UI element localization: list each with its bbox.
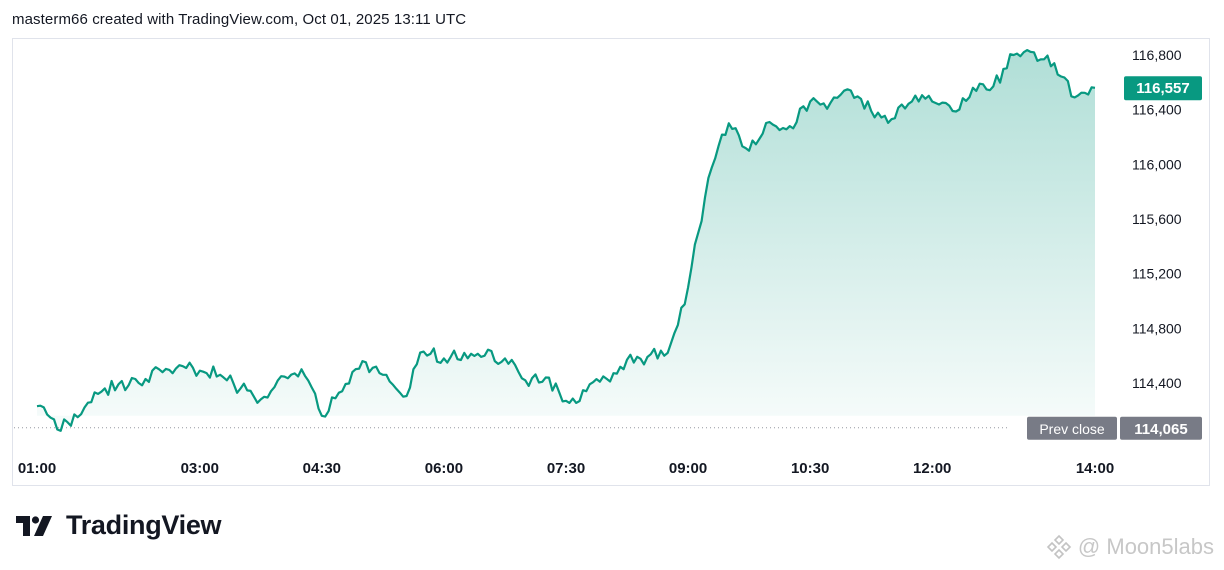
price-axis: 114,400 114,800 115,200 115,600 116,000 116,4… [1132,47,1182,391]
brand-name: TradingView [66,510,222,540]
y-tick-label: 115,200 [1132,266,1182,282]
y-tick-label: 116,000 [1132,156,1182,172]
x-tick-label: 14:00 [1076,460,1114,477]
last-price-badge [1124,76,1202,101]
chart-attribution-header: masterm66 created with TradingView.com, … [12,11,467,28]
x-tick-label: 09:00 [669,460,707,477]
chart-frame [12,38,1210,486]
prev-close-tag [1027,416,1117,440]
prev-close-value-badge [1120,416,1202,440]
last-price-label: 116,557 [1136,80,1189,97]
x-tick-label: 06:00 [425,460,463,477]
x-tick-label: 07:30 [547,460,585,477]
prev-close-text: Prev close [1039,421,1105,437]
y-tick-label: 114,800 [1132,320,1182,336]
x-tick-label: 03:00 [181,460,219,477]
x-tick-label: 04:30 [303,460,341,477]
watermark-text: @ Moon5labs [1077,534,1214,559]
price-chart[interactable]: 114,400 114,800 115,200 115,600 116,000 116,4… [0,0,1224,500]
watermark: @ Moon5labs [1046,534,1214,560]
y-tick-label: 116,800 [1132,47,1182,63]
prev-close-value: 114,065 [1134,421,1187,438]
y-tick-label: 115,600 [1132,211,1182,227]
price-area-fill [37,50,1095,431]
y-tick-label: 114,400 [1132,375,1182,391]
tradingview-logo-icon [16,515,52,536]
y-tick-label: 116,400 [1132,102,1182,118]
price-line [36,49,1096,432]
x-tick-label: 01:00 [18,460,56,477]
x-tick-label: 12:00 [913,460,951,477]
x-tick-label: 10:30 [791,460,829,477]
tradingview-brand: TradingView [16,510,222,541]
binance-diamond-icon [1046,534,1072,560]
time-axis: 01:00 03:00 04:30 06:00 07:30 09:00 10:30 12:00… [18,460,1114,477]
